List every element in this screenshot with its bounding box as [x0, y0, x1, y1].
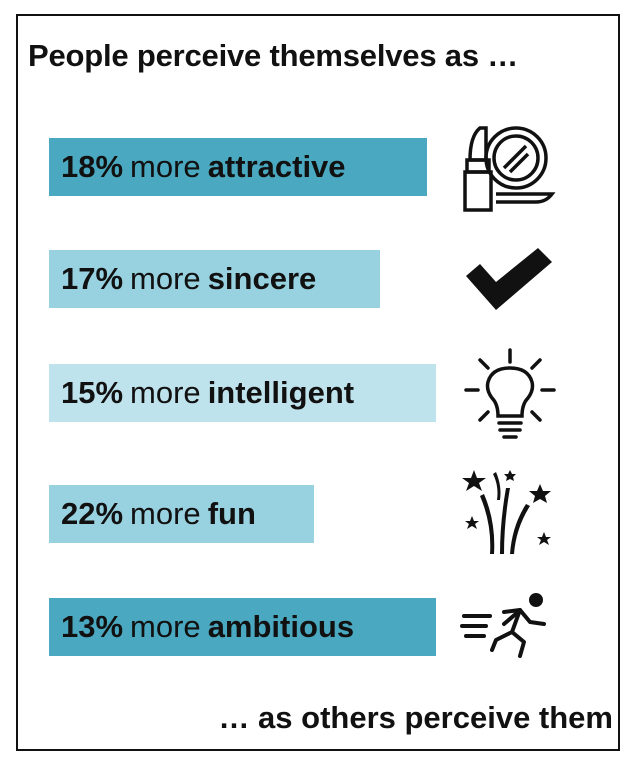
bar-value-label: 15%	[61, 375, 124, 410]
bar-sincere: 17% more sincere	[49, 250, 380, 308]
bar-value-label: 17%	[61, 261, 124, 296]
bar-connector-label: more	[130, 375, 201, 410]
lipstick-mirror-icon	[463, 126, 556, 212]
bar-value-label: 13%	[61, 609, 124, 644]
bar-value-label: 22%	[61, 496, 124, 531]
bar-ambitious: 13% more ambitious	[49, 598, 436, 656]
lightbulb-icon	[464, 348, 556, 439]
figure-frame	[16, 14, 620, 751]
checkmark-icon	[466, 248, 552, 310]
bar-category-label: sincere	[207, 261, 317, 296]
chart-footer-caption: … as others perceive them	[218, 700, 613, 735]
bar-connector-label: more	[130, 261, 201, 296]
chart-title: People perceive themselves as …	[28, 38, 519, 73]
bar-category-label: ambitious	[207, 609, 355, 644]
bar-connector-label: more	[130, 149, 201, 184]
bar-intelligent: 15% more intelligent	[49, 364, 436, 422]
bar-connector-label: more	[130, 496, 201, 531]
fireworks-icon	[462, 470, 551, 554]
bar-attractive: 18% more attractive	[49, 138, 427, 196]
bar-category-label: attractive	[207, 149, 346, 184]
bar-category-label: intelligent	[207, 375, 355, 410]
bar-fun: 22% more fun	[49, 485, 314, 543]
bar-connector-label: more	[130, 609, 201, 644]
bar-value-label: 18%	[61, 149, 124, 184]
running-person-icon	[460, 593, 546, 658]
bar-category-label: fun	[207, 496, 256, 531]
